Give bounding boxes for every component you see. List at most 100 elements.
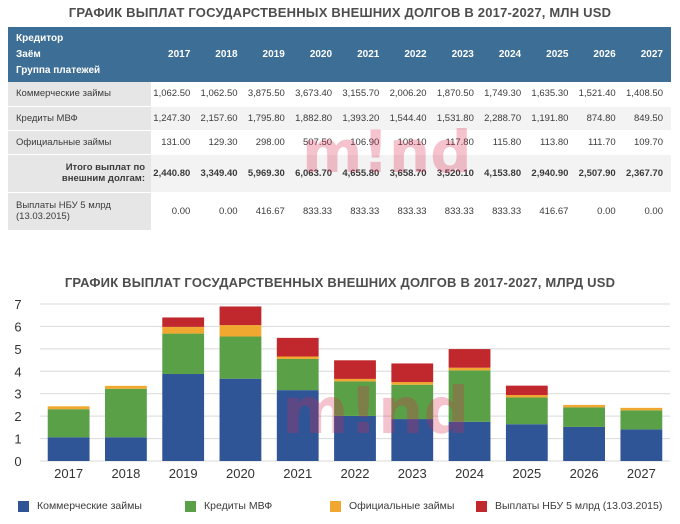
header-year-2017: 2017 [151, 27, 199, 82]
bar-2023-series-2 [391, 382, 434, 385]
bar-2026-series-2 [563, 404, 605, 408]
table-row: Кредиты МВФ 1,247.30 2,157.60 1,795.80 1,882… [8, 106, 671, 131]
x-tick-label: 2020 [226, 466, 255, 480]
table-cell: 1,521.40 [576, 82, 624, 107]
bar-2022-series-0 [334, 415, 376, 461]
x-tick-label: 2019 [169, 466, 198, 480]
table-cell: 1,870.50 [434, 82, 482, 107]
bar-2022-series-1 [334, 381, 376, 416]
table-cell: 3,658.70 [387, 154, 435, 193]
table-cell: 111.70 [576, 130, 624, 155]
y-tick-label: 4 [14, 364, 21, 379]
bar-2019-series-0 [162, 373, 205, 461]
header-year-2025: 2025 [529, 27, 577, 82]
bar-2019-series-2 [162, 326, 205, 334]
header-year-2026: 2026 [576, 27, 624, 82]
bar-2025-series-0 [505, 424, 548, 461]
x-tick-label: 2017 [54, 466, 83, 480]
table-cell: 115.80 [481, 130, 530, 155]
table-cell: 108.10 [387, 130, 435, 155]
bar-2024-series-3 [448, 349, 491, 368]
y-tick-label: 2 [14, 409, 21, 424]
table-cell: 1,393.20 [340, 106, 388, 131]
bar-2026-series-0 [563, 426, 605, 461]
x-tick-label: 2022 [341, 466, 370, 480]
y-tick-label: 3 [14, 387, 21, 402]
bar-2019-series-3 [162, 317, 205, 327]
bar-2021-series-2 [276, 356, 319, 359]
table-cell: 117.80 [434, 130, 482, 155]
table-cell: 1,247.30 [151, 106, 199, 131]
table-cell: 4,153.80 [481, 154, 530, 193]
table-cell: 1,408.50 [623, 82, 671, 107]
legend-label: Выплаты НБУ 5 млрд (13.03.2015) [495, 500, 663, 512]
x-tick-label: 2027 [627, 466, 656, 480]
bar-2019-series-1 [162, 333, 205, 374]
table-cell: 1,062.50 [198, 82, 246, 107]
legend-swatch [18, 500, 29, 512]
chart-title: ГРАФИК ВЫПЛАТ ГОСУДАРСТВЕННЫХ ВНЕШНИХ ДО… [64, 275, 616, 290]
table-cell: 3,673.40 [292, 82, 341, 107]
header-year-2020: 2020 [292, 27, 341, 82]
header-line-creditor: Кредитор [16, 32, 64, 44]
table-cell: 2,440.80 [151, 154, 199, 193]
bar-2023-series-1 [391, 384, 434, 420]
bar-2021-series-3 [276, 337, 319, 357]
bar-2018-series-2 [105, 385, 147, 389]
bar-2024-series-1 [448, 370, 491, 422]
table-cell: 833.33 [292, 192, 341, 231]
bar-2017-series-2 [47, 406, 90, 410]
bar-2018-series-1 [105, 388, 147, 438]
header-year-2023: 2023 [434, 27, 482, 82]
table-cell: 0.00 [151, 192, 199, 231]
legend-label: Коммерческие займы [37, 500, 142, 512]
table-body: Коммерческие займы 1,062.50 1,062.50 3,875.… [8, 82, 671, 231]
table-cell: 0.00 [198, 192, 246, 231]
row-label: Итого выплат по внешним долгам: [8, 154, 151, 193]
debt-table: Кредитор Заём Группа платежей 2017 2018 20… [8, 27, 671, 231]
table-cell: 1,795.80 [245, 106, 293, 131]
bar-2026-series-1 [563, 407, 605, 427]
table-cell: 833.33 [387, 192, 435, 231]
table-row: Коммерческие займы 1,062.50 1,062.50 3,875.… [8, 82, 671, 107]
table-cell: 3,349.40 [198, 154, 246, 193]
table-cell: 833.33 [340, 192, 388, 231]
header-line-loan: Заём [16, 48, 41, 60]
y-tick-label: 5 [14, 342, 21, 357]
bar-2024-series-0 [448, 421, 491, 461]
table-title: ГРАФИК ВЫПЛАТ ГОСУДАРСТВЕННЫХ ВНЕШНИХ ДО… [68, 5, 612, 20]
table-cell: 2,157.60 [198, 106, 246, 131]
table-cell: 1,635.30 [529, 82, 577, 107]
table-cell: 833.33 [434, 192, 482, 231]
header-year-2024: 2024 [481, 27, 530, 82]
table-cell: 4,655.80 [340, 154, 388, 193]
row-label-line: (13.03.2015) [16, 211, 70, 222]
table-cell: 298.00 [245, 130, 293, 155]
legend-swatch [185, 500, 196, 512]
bar-2018-series-0 [105, 437, 147, 461]
bar-2020-series-2 [219, 325, 262, 337]
table-cell: 1,544.40 [387, 106, 435, 131]
table-cell: 6,063.70 [292, 154, 341, 193]
table-cell: 131.00 [151, 130, 199, 155]
table-cell: 3,875.50 [245, 82, 293, 107]
table-cell: 2,006.20 [387, 82, 435, 107]
table-cell: 416.67 [529, 192, 577, 231]
table-cell: 0.00 [623, 192, 671, 231]
x-tick-label: 2018 [111, 466, 140, 480]
bar-2025-series-1 [505, 397, 548, 425]
bar-2024-series-2 [448, 367, 491, 371]
x-tick-label: 2025 [512, 466, 541, 480]
table-row: Выплаты НБУ 5 млрд (13.03.2015) 0.00 0.00 41… [8, 192, 671, 231]
table-row: Итого выплат по внешним долгам: 2,440.80 3,… [8, 154, 671, 193]
y-tick-label: 6 [14, 319, 21, 334]
table-cell: 113.80 [529, 130, 577, 155]
bar-2020-series-0 [219, 378, 262, 461]
table-header-row: Кредитор Заём Группа платежей 2017 2018 20… [8, 27, 671, 82]
bar-2022-series-3 [334, 360, 376, 379]
table-row: Официальные займы 131.00 129.30 298.00 507.5… [8, 130, 671, 155]
legend-item: Выплаты НБУ 5 млрд (13.03.2015) [476, 500, 662, 512]
row-label: Выплаты НБУ 5 млрд (13.03.2015) [8, 192, 151, 231]
bar-2017-series-0 [47, 437, 90, 461]
table-cell: 2,367.70 [623, 154, 671, 193]
